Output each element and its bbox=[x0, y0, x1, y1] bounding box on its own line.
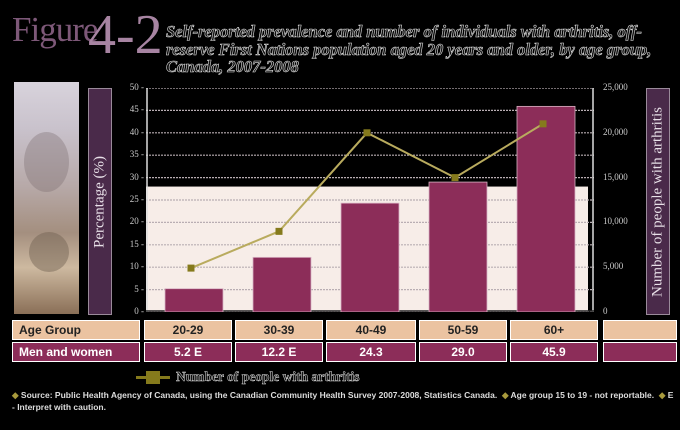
age-cell-empty bbox=[603, 320, 677, 340]
value-cell-empty bbox=[603, 342, 677, 362]
chart-svg bbox=[146, 87, 594, 313]
value-cell: 5.2 E bbox=[144, 342, 232, 362]
bar-60+ bbox=[516, 105, 576, 313]
line-point-marker bbox=[187, 264, 195, 272]
line-point-marker bbox=[363, 129, 371, 137]
left-tick-label: 15 - bbox=[129, 238, 144, 249]
legend-line-label: Number of people with arthritis bbox=[176, 369, 360, 385]
line-point-marker bbox=[539, 120, 547, 128]
left-tick-label: 30 - bbox=[129, 171, 144, 182]
bar-50-59 bbox=[428, 181, 488, 313]
right-tick-label: 0 bbox=[603, 306, 608, 316]
value-cell: 29.0 bbox=[419, 342, 507, 362]
decorative-photo bbox=[14, 82, 79, 314]
line-point-marker bbox=[451, 174, 459, 182]
chart-legend: Number of people with arthritis bbox=[136, 368, 360, 386]
men-and-women-header: Men and women bbox=[12, 342, 140, 362]
figure-word: Figure bbox=[12, 10, 98, 49]
value-cell: 45.9 bbox=[510, 342, 598, 362]
source-note: Source: Public Health Agency of Canada, … bbox=[20, 390, 498, 400]
age-cell: 50-59 bbox=[419, 320, 507, 340]
chart-title: Self-reported prevalence and number of i… bbox=[166, 22, 652, 76]
chart-plot-area bbox=[146, 87, 594, 313]
right-tick-label: 10,000 bbox=[603, 216, 628, 227]
left-tick-label: 45 - bbox=[129, 104, 144, 115]
right-tick-label: 15,000 bbox=[603, 171, 628, 182]
age-cell: 20-29 bbox=[144, 320, 232, 340]
bullet-diamond-icon: ◆ bbox=[501, 390, 509, 400]
age-group-header: Age Group bbox=[12, 320, 140, 340]
right-axis-label-box: Number of people with arthritis bbox=[646, 88, 670, 315]
left-tick-label: 5 - bbox=[134, 283, 144, 294]
bar-20-29 bbox=[164, 288, 224, 313]
e-note: E - Interpret with caution. bbox=[12, 390, 674, 412]
footnotes: ◆ Source: Public Health Agency of Canada… bbox=[12, 389, 676, 413]
right-tick-label: 20,000 bbox=[603, 126, 628, 137]
left-axis-label: Percentage (%) bbox=[91, 155, 108, 248]
line-marker-icon bbox=[136, 370, 170, 384]
age-note: Age group 15 to 19 - not reportable. bbox=[510, 390, 655, 400]
right-axis-label: Number of people with arthritis bbox=[649, 106, 666, 297]
left-axis-label-box: Percentage (%) bbox=[88, 88, 112, 315]
left-tick-label: 50 - bbox=[129, 82, 144, 92]
left-tick-label: 35 - bbox=[129, 149, 144, 160]
left-tick-label: 10 - bbox=[129, 261, 144, 272]
figure-number: 4-2 bbox=[88, 4, 163, 66]
age-cell: 60+ bbox=[510, 320, 598, 340]
left-tick-label: 20 - bbox=[129, 216, 144, 227]
age-cell: 40-49 bbox=[326, 320, 416, 340]
left-tick-label: 25 - bbox=[129, 194, 144, 204]
left-tick-label: 0 - bbox=[134, 306, 144, 316]
value-cell: 24.3 bbox=[326, 342, 416, 362]
bar-40-49 bbox=[340, 202, 400, 313]
age-cell: 30-39 bbox=[235, 320, 323, 340]
line-point-marker bbox=[275, 227, 283, 235]
right-tick-label: 5,000 bbox=[603, 261, 624, 272]
left-tick-label: 40 - bbox=[129, 126, 144, 137]
value-cell: 12.2 E bbox=[235, 342, 323, 362]
right-tick-label: 25,000 bbox=[603, 82, 628, 92]
bullet-diamond-icon: ◆ bbox=[658, 390, 666, 400]
bar-30-39 bbox=[252, 256, 312, 313]
bullet-diamond-icon: ◆ bbox=[12, 390, 19, 400]
